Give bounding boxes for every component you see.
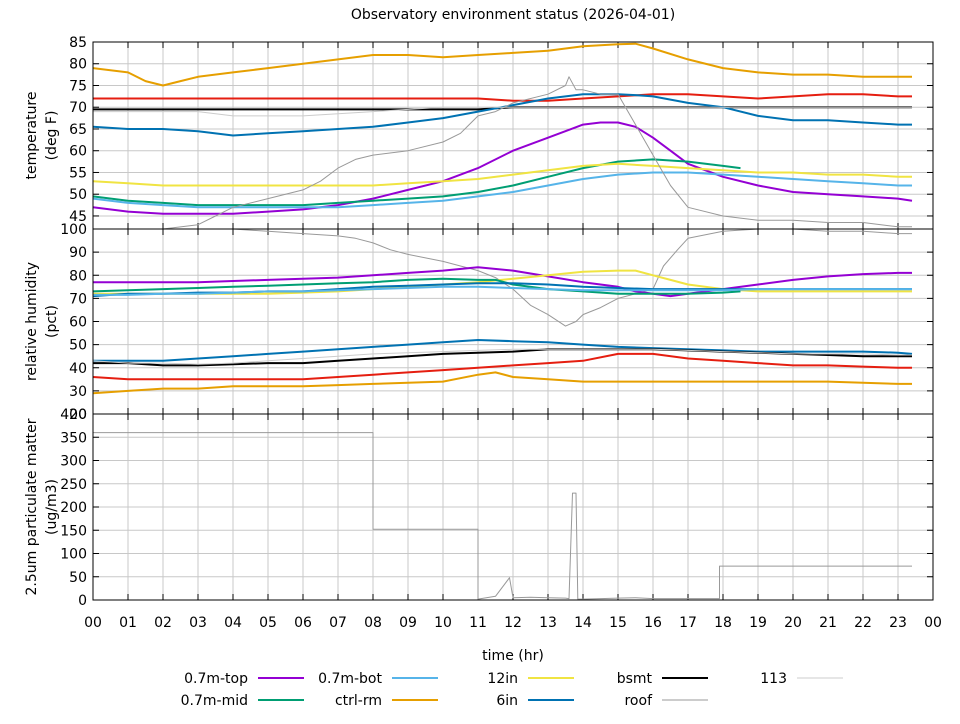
y-tick-label: 75	[69, 78, 87, 94]
x-tick-label: 16	[644, 615, 662, 631]
series-line-6in	[93, 339, 913, 362]
series-line-roof	[93, 76, 912, 230]
y-tick-label: 60	[69, 144, 87, 160]
x-tick-label: 12	[504, 615, 522, 631]
y-tick-label: 20	[69, 407, 87, 423]
x-tick-label: 03	[189, 615, 207, 631]
series-line-113	[93, 106, 912, 117]
legend-label-bsmt: bsmt	[617, 671, 653, 687]
y-tick-label: 70	[69, 100, 87, 116]
y-tick-label: 55	[69, 165, 87, 181]
series-line-ctrl-rm	[92, 371, 912, 395]
panel-frame	[92, 413, 934, 601]
x-tick-label: 15	[609, 615, 627, 631]
y-tick-label: 400	[60, 407, 87, 423]
y-tick-label: 0	[78, 593, 87, 609]
x-tick-label: 10	[434, 615, 452, 631]
series-line-12in	[93, 269, 912, 295]
y-axis-label-units: (pct)	[44, 305, 60, 338]
series-line-red	[93, 93, 912, 102]
y-tick-label: 100	[60, 222, 87, 238]
series-line-6in	[92, 93, 912, 137]
y-tick-label: 60	[69, 315, 87, 331]
x-tick-label: 22	[854, 615, 872, 631]
legend-label-ctrl-rm: ctrl-rm	[335, 693, 382, 709]
x-tick-label: 11	[469, 615, 487, 631]
x-tick-label: 19	[749, 615, 767, 631]
x-tick-label: 18	[714, 615, 732, 631]
x-tick-label: 06	[294, 615, 312, 631]
y-tick-label: 70	[69, 291, 87, 307]
y-tick-label: 350	[60, 430, 87, 446]
series-line-0.7m-mid	[92, 158, 741, 207]
x-tick-label: 02	[154, 615, 172, 631]
legend-label-12in: 12in	[487, 671, 518, 687]
y-tick-label: 100	[60, 547, 87, 563]
series-line-12in	[92, 162, 912, 187]
legend-label-0.7m-bot: 0.7m-bot	[318, 671, 382, 687]
legend-label-roof: roof	[624, 693, 653, 709]
x-tick-label: 08	[364, 615, 382, 631]
y-tick-label: 50	[69, 570, 87, 586]
legend-label-0.7m-mid: 0.7m-mid	[181, 693, 248, 709]
x-tick-label: 05	[259, 615, 277, 631]
y-tick-label: 50	[69, 338, 87, 354]
x-tick-label: 13	[539, 615, 557, 631]
series-line-red	[92, 352, 912, 381]
series-line-roof	[93, 228, 912, 327]
x-tick-label: 07	[329, 615, 347, 631]
x-tick-label: 17	[679, 615, 697, 631]
x-tick-label: 04	[224, 615, 242, 631]
series-line-roof	[93, 432, 912, 600]
x-tick-label: 21	[819, 615, 837, 631]
series-line-0.7m-bot	[92, 171, 912, 209]
series-line-0.7m-mid	[92, 277, 741, 295]
x-tick-label: 20	[784, 615, 802, 631]
y-axis-label: temperature	[24, 92, 40, 180]
y-tick-label: 200	[60, 500, 87, 516]
y-tick-label: 80	[69, 57, 87, 73]
x-tick-label: 14	[574, 615, 592, 631]
y-tick-label: 65	[69, 122, 87, 138]
series-line-113	[92, 348, 912, 365]
x-tick-label: 09	[399, 615, 417, 631]
legend-label-113: 113	[760, 671, 787, 687]
y-tick-label: 50	[69, 187, 87, 203]
y-tick-label: 150	[60, 523, 87, 539]
y-axis-label-units: (ug/m3)	[44, 479, 60, 535]
y-tick-label: 80	[69, 268, 87, 284]
y-axis-label: 2.5um particulate matter	[24, 418, 40, 595]
y-tick-label: 250	[60, 477, 87, 493]
x-axis-label: time (hr)	[482, 648, 544, 664]
y-tick-label: 85	[69, 35, 87, 51]
y-tick-label: 90	[69, 245, 87, 261]
series-line-0.7m-top	[93, 266, 912, 298]
y-tick-label: 30	[69, 384, 87, 400]
series-line-0.7m-top	[92, 121, 913, 215]
y-tick-label: 300	[60, 454, 87, 470]
x-tick-label: 00	[84, 615, 102, 631]
x-tick-label: 23	[889, 615, 907, 631]
y-tick-label: 45	[69, 209, 87, 225]
chart-title: Observatory environment status (2026-04-…	[351, 7, 675, 23]
series-line-0.7m-bot	[93, 285, 912, 296]
legend-label-6in: 6in	[496, 693, 518, 709]
y-axis-label-units: (deg F)	[44, 111, 60, 161]
x-tick-label: 00	[924, 615, 942, 631]
y-axis-label: relative humidity	[24, 262, 40, 381]
x-tick-label: 01	[119, 615, 137, 631]
y-tick-label: 40	[69, 361, 87, 377]
series-line-ctrl-rm	[92, 42, 912, 87]
legend-label-0.7m-top: 0.7m-top	[184, 671, 248, 687]
